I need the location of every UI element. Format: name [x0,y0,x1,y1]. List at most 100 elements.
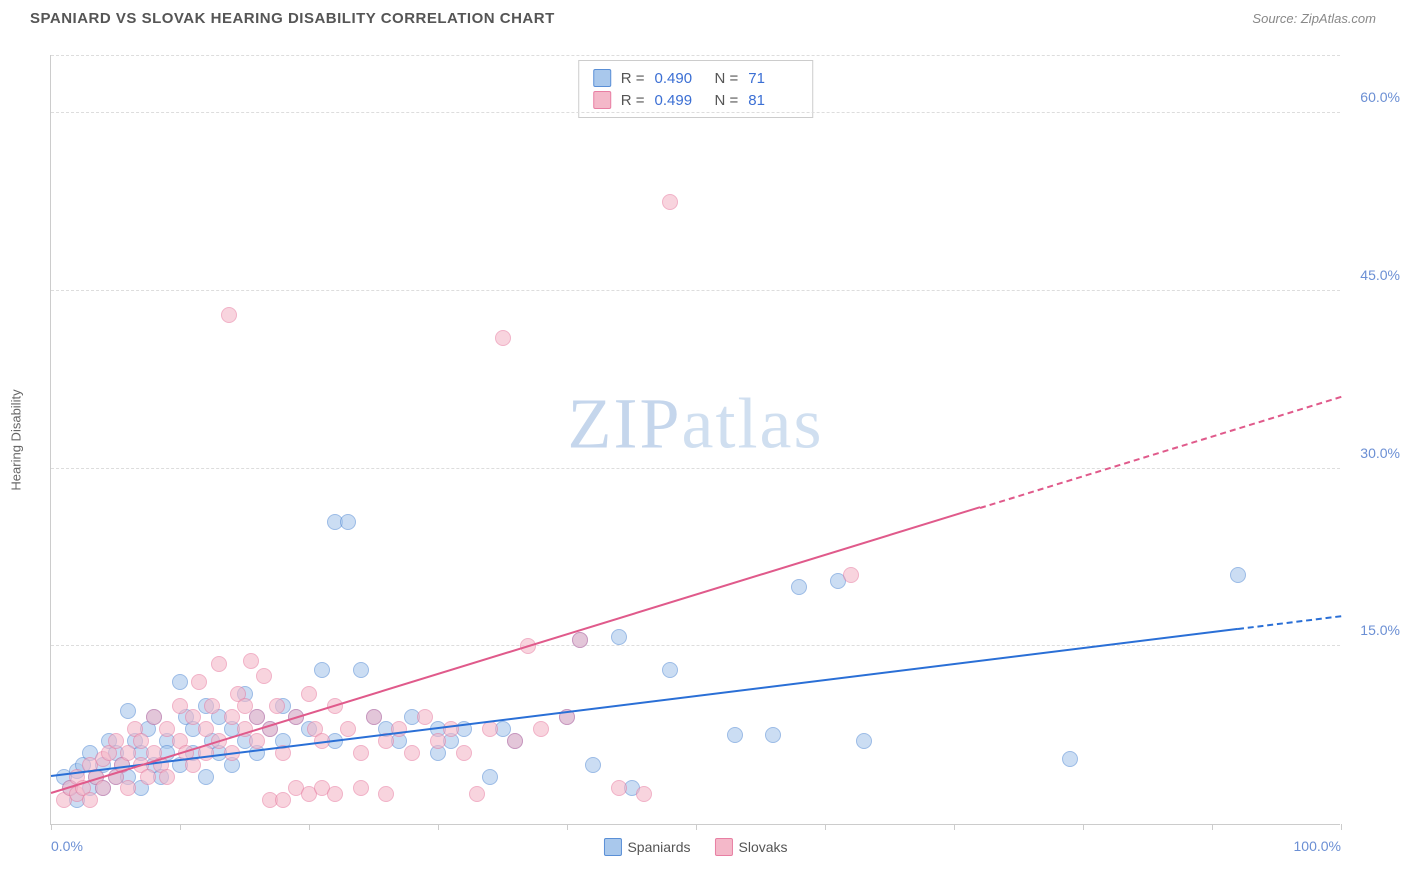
watermark-atlas: atlas [682,384,824,464]
data-point [417,709,433,725]
data-point [237,698,253,714]
stat-row: R =0.490N =71 [593,67,799,89]
data-point [198,721,214,737]
x-tick [954,824,955,830]
data-point [662,194,678,210]
stat-box: R = 0.490 N = 71 R = 0.499 N = 81 [578,60,814,118]
data-point [856,733,872,749]
data-point [662,662,678,678]
data-point [108,733,124,749]
data-point [378,786,394,802]
data-point [327,786,343,802]
data-point [82,792,98,808]
stat-r-value: 0.490 [655,70,705,87]
y-axis-title: Hearing Disability [9,389,24,490]
chart-title: SPANIARD VS SLOVAK HEARING DISABILITY CO… [30,10,555,27]
data-point [843,567,859,583]
legend-swatch [593,91,611,109]
data-point [353,662,369,678]
trend-line [51,507,980,795]
data-point [353,745,369,761]
data-point [275,792,291,808]
data-point [482,721,498,737]
legend-swatch [715,838,733,856]
data-point [301,686,317,702]
data-point [391,721,407,737]
x-tick [825,824,826,830]
data-point [204,698,220,714]
data-point [269,698,285,714]
stat-r-label: R = [621,92,645,109]
data-point [243,653,259,669]
legend-swatch [593,69,611,87]
data-point [211,656,227,672]
gridline [51,55,1340,56]
stat-n-label: N = [715,70,739,87]
data-point [249,709,265,725]
x-tick [180,824,181,830]
stat-r-value: 0.499 [655,92,705,109]
legend-label: Spaniards [627,839,690,855]
data-point [572,632,588,648]
data-point [172,674,188,690]
data-point [765,727,781,743]
x-tick-label: 100.0% [1294,838,1341,854]
y-tick-label: 45.0% [1360,267,1400,283]
data-point [172,698,188,714]
data-point [133,733,149,749]
data-point [191,674,207,690]
data-point [611,629,627,645]
trend-line [51,628,1238,777]
x-tick [309,824,310,830]
data-point [120,745,136,761]
x-tick [1341,824,1342,830]
gridline [51,112,1340,113]
stat-n-label: N = [715,92,739,109]
data-point [224,709,240,725]
source-label: Source: [1252,11,1297,26]
legend-item: Spaniards [603,838,690,856]
data-point [159,769,175,785]
legend-item: Slovaks [715,838,788,856]
data-point [366,709,382,725]
data-point [495,330,511,346]
x-tick [1083,824,1084,830]
data-point [146,709,162,725]
data-point [507,733,523,749]
data-point [120,703,136,719]
data-point [185,709,201,725]
x-tick [51,824,52,830]
stat-n-value: 81 [748,92,798,109]
data-point [353,780,369,796]
data-point [249,733,265,749]
x-tick [696,824,697,830]
stat-n-value: 71 [748,70,798,87]
source-name: ZipAtlas.com [1301,11,1376,26]
y-tick-label: 30.0% [1360,445,1400,461]
gridline [51,645,1340,646]
gridline [51,468,1340,469]
data-point [1230,567,1246,583]
data-point [533,721,549,737]
data-point [469,786,485,802]
stat-row: R = 0.499 N = 81 [593,89,799,111]
data-point [791,579,807,595]
trend-line [980,396,1342,509]
data-point [95,780,111,796]
x-tick [438,824,439,830]
plot-area: ZIPatlas Hearing Disability R =0.490N =7… [50,55,1340,825]
y-tick-label: 15.0% [1360,622,1400,638]
x-tick [567,824,568,830]
data-point [256,668,272,684]
x-tick-label: 0.0% [51,838,83,854]
trend-line [1238,615,1341,630]
data-point [585,757,601,773]
data-point [482,769,498,785]
gridline [51,290,1340,291]
legend-label: Slovaks [739,839,788,855]
y-tick-label: 60.0% [1360,89,1400,105]
data-point [456,745,472,761]
chart-source: Source: ZipAtlas.com [1252,11,1376,26]
data-point [430,733,446,749]
x-tick [1212,824,1213,830]
